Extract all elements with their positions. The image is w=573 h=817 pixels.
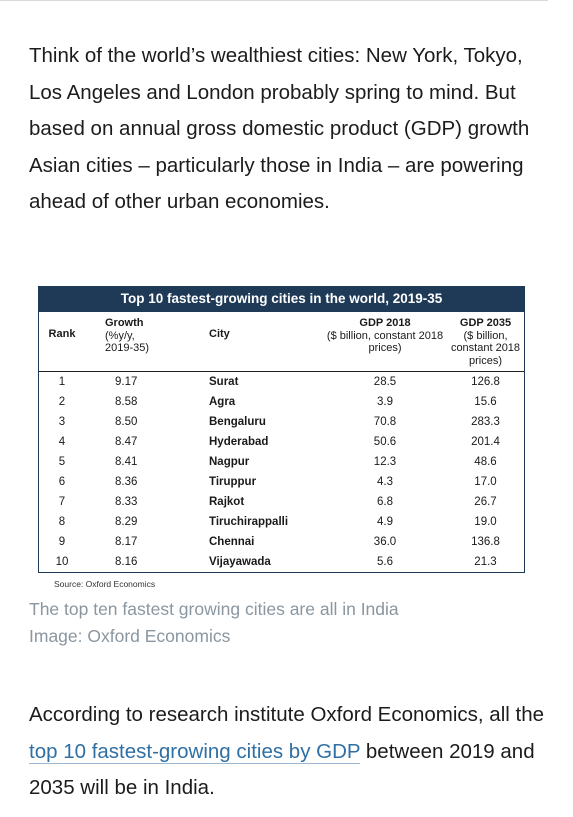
growth-cell: 9.17 xyxy=(115,376,138,388)
header-gdp2018-sub: ($ billion, constant 2018 prices) xyxy=(326,329,444,355)
table-row: 2 8.58 Agra 3.9 15.6 xyxy=(39,392,524,412)
gdp2018-cell: 50.6 xyxy=(373,436,397,448)
table-row: 1 9.17 Surat 28.5 126.8 xyxy=(39,372,524,393)
gdp2018-cell: 4.9 xyxy=(377,516,393,528)
rank-cell: 5 xyxy=(58,456,66,468)
gdp2018-cell: 12.3 xyxy=(373,456,397,468)
gdp2035-cell: 48.6 xyxy=(474,456,497,468)
rank-cell: 1 xyxy=(58,376,66,388)
city-cell: Surat xyxy=(209,376,239,388)
gdp2018-cell: 70.8 xyxy=(373,416,397,428)
growth-cell: 8.29 xyxy=(115,516,138,528)
rank-cell: 9 xyxy=(58,536,66,548)
para2-text-after: between 2019 and 2035 will be in India. xyxy=(29,739,535,800)
header-gdp2035: GDP 2035 ($ billion, constant 2018 price… xyxy=(447,312,524,372)
table-box: Rank Growth (%y/y, 2019-35) City GDP 201… xyxy=(38,312,525,573)
header-growth-label: Growth xyxy=(105,317,144,329)
header-gdp2035-label: GDP 2035 xyxy=(459,317,512,329)
gdp2018-cell: 6.8 xyxy=(377,496,393,508)
rank-cell: 6 xyxy=(58,476,66,488)
city-cell: Chennai xyxy=(209,536,255,548)
rank-cell: 4 xyxy=(58,436,66,448)
top-divider xyxy=(0,0,548,1)
gdp2018-cell: 28.5 xyxy=(373,376,397,388)
gdp2018-cell: 3.9 xyxy=(377,396,393,408)
table-row: 8 8.29 Tiruchirappalli 4.9 19.0 xyxy=(39,512,524,532)
growth-cell: 8.36 xyxy=(115,476,138,488)
table-body: 1 9.17 Surat 28.5 126.8 2 8.58 Agra 3.9 15.6 3 8.50… xyxy=(39,372,524,573)
caption-credit: Image: Oxford Economics xyxy=(29,626,231,646)
table-row: 9 8.17 Chennai 36.0 136.8 xyxy=(39,532,524,552)
rank-cell: 8 xyxy=(58,516,66,528)
rank-cell: 3 xyxy=(58,416,66,428)
table-header-row: Rank Growth (%y/y, 2019-35) City GDP 201… xyxy=(39,312,524,372)
gdp2035-cell: 26.7 xyxy=(474,496,497,508)
header-gdp2018-label: GDP 2018 xyxy=(359,317,411,329)
table-row: 7 8.33 Rajkot 6.8 26.7 xyxy=(39,492,524,512)
gdp2035-cell: 19.0 xyxy=(474,516,497,528)
growth-cell: 8.47 xyxy=(115,436,138,448)
rank-cell: 2 xyxy=(58,396,66,408)
gdp2035-cell: 17.0 xyxy=(474,476,497,488)
header-growth-sub: (%y/y, 2019-35) xyxy=(105,329,150,355)
header-gdp2018: GDP 2018 ($ billion, constant 2018 price… xyxy=(323,312,447,372)
city-cell: Hyderabad xyxy=(209,436,269,448)
growth-cell: 8.41 xyxy=(115,456,138,468)
city-cell: Nagpur xyxy=(209,456,250,468)
growth-cell: 8.16 xyxy=(115,556,138,568)
header-rank: Rank xyxy=(39,312,85,372)
gdp2035-cell: 283.3 xyxy=(471,416,500,428)
rank-cell: 7 xyxy=(58,496,66,508)
caption-line-1: The top ten fastest growing cities are a… xyxy=(29,599,399,619)
growth-cell: 8.17 xyxy=(115,536,138,548)
gdp2035-cell: 21.3 xyxy=(474,556,497,568)
cities-table: Rank Growth (%y/y, 2019-35) City GDP 201… xyxy=(39,312,524,572)
gdp2035-cell: 126.8 xyxy=(471,376,500,388)
city-cell: Bengaluru xyxy=(209,416,266,428)
table-row: 5 8.41 Nagpur 12.3 48.6 xyxy=(39,452,524,472)
gdp2018-cell: 36.0 xyxy=(373,536,397,548)
gdp2035-cell: 15.6 xyxy=(474,396,497,408)
growth-cell: 8.50 xyxy=(115,416,138,428)
table-row: 6 8.36 Tiruppur 4.3 17.0 xyxy=(39,472,524,492)
city-cell: Tiruppur xyxy=(209,476,257,488)
city-cell: Vijayawada xyxy=(209,556,271,568)
table-row: 4 8.47 Hyderabad 50.6 201.4 xyxy=(39,432,524,452)
image-caption: The top ten fastest growing cities are a… xyxy=(29,596,549,650)
para2-text-before: According to research institute Oxford E… xyxy=(29,703,545,726)
table-row: 10 8.16 Vijayawada 5.6 21.3 xyxy=(39,552,524,572)
fastest-growing-cities-link[interactable]: top 10 fastest-growing cities by GDP xyxy=(29,739,361,764)
table-row: 3 8.50 Bengaluru 70.8 283.3 xyxy=(39,412,524,432)
body-paragraph: According to research institute Oxford E… xyxy=(29,697,549,807)
table-source: Source: Oxford Economics xyxy=(54,579,156,589)
header-growth: Growth (%y/y, 2019-35) xyxy=(85,312,187,372)
city-cell: Agra xyxy=(209,396,236,408)
gdp2035-cell: 201.4 xyxy=(471,436,500,448)
growth-cell: 8.58 xyxy=(115,396,138,408)
rank-cell: 10 xyxy=(55,556,69,568)
growth-cell: 8.33 xyxy=(115,496,138,508)
gdp2018-cell: 5.6 xyxy=(377,556,393,568)
city-cell: Rajkot xyxy=(209,496,245,508)
gdp2035-cell: 136.8 xyxy=(471,536,500,548)
header-city: City xyxy=(187,312,323,372)
header-gdp2035-sub: ($ billion, constant 2018 prices) xyxy=(450,329,521,367)
city-cell: Tiruchirappalli xyxy=(209,516,289,528)
table-figure: Top 10 fastest-growing cities in the wor… xyxy=(38,286,525,589)
table-title: Top 10 fastest-growing cities in the wor… xyxy=(38,286,525,312)
gdp2018-cell: 4.3 xyxy=(377,476,393,488)
intro-paragraph: Think of the world’s wealthiest cities: … xyxy=(29,44,530,213)
